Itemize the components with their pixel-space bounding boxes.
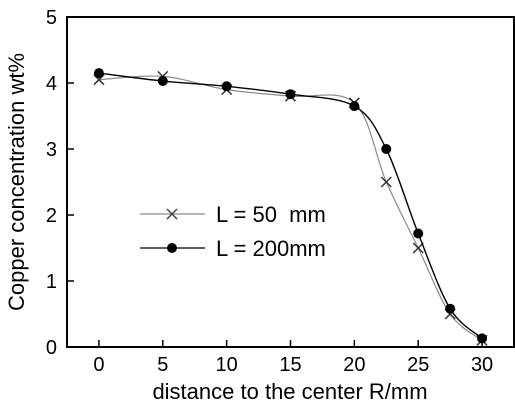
- x-tick-label: 25: [407, 354, 429, 376]
- y-tick-label: 0: [46, 337, 57, 359]
- y-tick-label: 1: [46, 271, 57, 293]
- series-layer: [93, 68, 488, 346]
- axis-ticks: 0 5 10 15 20 25 30 0 1 2 3 4 5: [46, 7, 493, 376]
- legend-marker-l200: [167, 243, 177, 253]
- data-point-l200: [157, 76, 168, 87]
- data-point-l200: [285, 89, 296, 100]
- data-point-l200: [477, 333, 488, 344]
- data-point-l50: [412, 242, 424, 254]
- data-point-l200: [349, 101, 360, 112]
- legend-label-l50: L = 50 mm: [216, 202, 326, 227]
- x-tick-label: 15: [279, 354, 301, 376]
- legend-label-l200: L = 200mm: [216, 236, 326, 261]
- y-tick-label: 3: [46, 139, 57, 161]
- x-axis-label: distance to the center R/mm: [152, 379, 427, 404]
- x-tick-label: 5: [157, 354, 168, 376]
- y-tick-label: 4: [46, 73, 57, 95]
- data-point-l200: [445, 303, 456, 314]
- data-point-l50: [380, 176, 392, 188]
- x-tick-label: 30: [471, 354, 493, 376]
- data-point-l200: [221, 81, 232, 92]
- data-point-l200: [93, 68, 104, 79]
- x-tick-label: 10: [216, 354, 238, 376]
- data-point-l200: [413, 228, 424, 239]
- data-point-l200: [381, 144, 392, 154]
- legend-marker-l50: [166, 208, 178, 220]
- x-tick-label: 20: [343, 354, 365, 376]
- plot-frame: [66, 16, 515, 348]
- y-axis-label: Copper concentration wt%: [4, 53, 29, 311]
- y-tick-label: 2: [46, 205, 57, 227]
- legend: L = 50 mm L = 200mm: [140, 202, 326, 261]
- y-tick-label: 5: [46, 7, 57, 29]
- x-tick-label: 0: [93, 354, 104, 376]
